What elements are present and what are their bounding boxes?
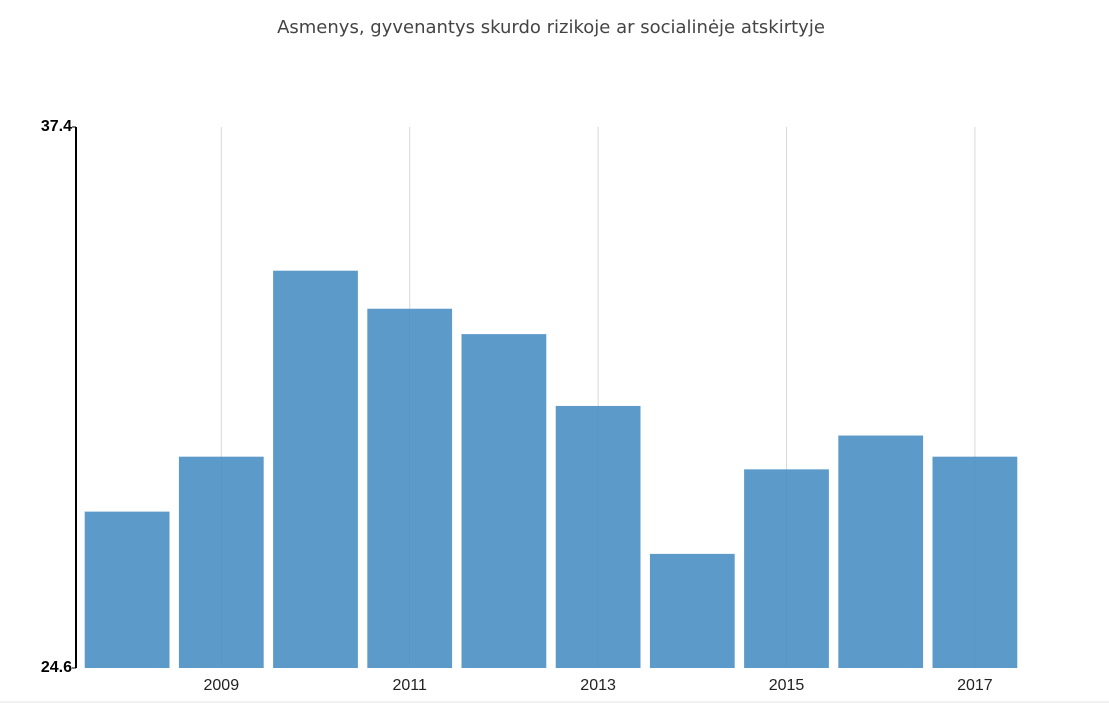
bar	[838, 435, 924, 668]
bar	[273, 270, 358, 668]
y-tick-label: 24.6	[41, 659, 72, 676]
bar	[932, 456, 1018, 668]
bar	[555, 405, 641, 668]
bar	[744, 469, 829, 668]
x-tick-label: 2017	[957, 677, 993, 694]
chart-title: Asmenys, gyvenantys skurdo rizikoje ar s…	[277, 17, 825, 38]
bar	[367, 308, 453, 668]
y-tick-label: 37.4	[41, 118, 72, 135]
x-tick-label: 2015	[769, 677, 805, 694]
bar	[461, 334, 547, 668]
x-tick-label: 2013	[580, 677, 616, 694]
x-tick-label: 2011	[392, 677, 427, 694]
bar	[649, 553, 735, 668]
bar	[84, 511, 170, 668]
bar	[178, 456, 264, 668]
x-tick-label: 2009	[204, 677, 240, 694]
